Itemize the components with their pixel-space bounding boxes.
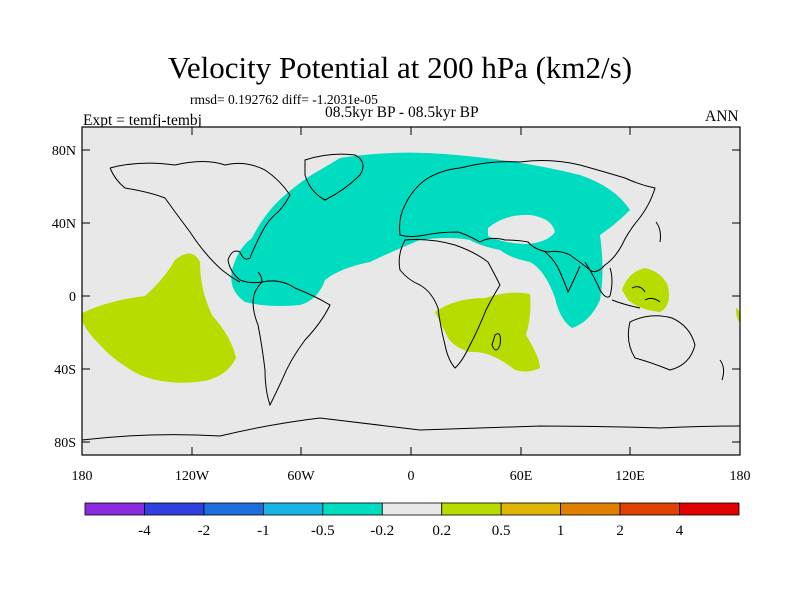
colorbar-label: -0.5 xyxy=(311,523,335,539)
lon-label-60e: 60E xyxy=(510,469,533,484)
lat-label-40s: 40S xyxy=(54,363,76,378)
coast-southeast-asia xyxy=(584,261,613,298)
coast-greenland xyxy=(304,153,364,201)
colorbar-label: 0.2 xyxy=(432,523,451,539)
coastlines xyxy=(81,153,741,441)
period-label: 08.5kyr BP - 08.5kyr BP xyxy=(325,104,479,121)
coast-australia xyxy=(627,315,696,371)
coast-india xyxy=(544,251,581,294)
colorbar-label: -0.2 xyxy=(370,523,394,539)
colorbar-labels: -4 -2 -1 -0.5 -0.2 0.2 0.5 1 2 4 xyxy=(138,523,684,539)
experiment-label: Expt = temfj-tembj xyxy=(83,112,202,129)
rmsd-diff-stats: rmsd= 0.192762 diff= -1.2031e-05 xyxy=(190,92,378,107)
anomaly-gap xyxy=(488,214,555,244)
colorbar-label: 4 xyxy=(676,523,684,539)
colorbar-swatch xyxy=(679,502,740,516)
positive-anomaly-maritime-continent xyxy=(622,268,669,312)
colorbar-swatch xyxy=(619,502,680,516)
coast-indonesia xyxy=(611,286,661,309)
colorbar-label: -2 xyxy=(198,523,211,539)
lon-label-60w: 60W xyxy=(287,469,315,484)
positive-anomaly-east-edge xyxy=(736,308,741,322)
colorbar-swatch xyxy=(84,502,145,516)
coast-madagascar xyxy=(491,333,501,351)
colorbar xyxy=(84,502,740,516)
lon-label-0: 0 xyxy=(408,469,415,484)
coast-north-america xyxy=(109,161,291,284)
colorbar-label: -1 xyxy=(257,523,270,539)
colorbar-label: 2 xyxy=(616,523,624,539)
colorbar-label: -4 xyxy=(138,523,151,539)
colorbar-label: 0.5 xyxy=(492,523,511,539)
coast-antarctica xyxy=(81,417,741,441)
lat-label-80n: 80N xyxy=(52,144,76,159)
colorbar-swatch xyxy=(381,502,443,516)
coast-eurasia xyxy=(399,160,656,273)
lat-label-80s: 80S xyxy=(54,436,76,451)
lon-label-180e: 180 xyxy=(730,469,751,484)
colorbar-swatch xyxy=(322,502,383,516)
positive-anomaly-africa xyxy=(435,292,540,372)
season-label: ANN xyxy=(705,108,739,125)
lat-label-40n: 40N xyxy=(52,217,76,232)
lon-label-120e: 120E xyxy=(615,469,645,484)
colorbar-swatch xyxy=(262,502,324,516)
colorbar-label: 1 xyxy=(557,523,565,539)
colorbar-swatch xyxy=(203,502,264,516)
colorbar-swatch xyxy=(144,502,205,516)
plot-title: Velocity Potential at 200 hPa (km2/s) xyxy=(167,50,633,85)
lon-label-120w: 120W xyxy=(175,469,210,484)
coast-south-america xyxy=(252,280,331,407)
coast-new-zealand xyxy=(719,359,725,381)
coast-japan xyxy=(655,221,661,243)
colorbar-swatch xyxy=(441,502,502,516)
lon-label-180w: 180 xyxy=(72,469,93,484)
lat-label-0: 0 xyxy=(69,290,76,305)
colorbar-swatch xyxy=(500,502,562,516)
positive-anomaly-south-pacific xyxy=(82,253,236,383)
coast-africa xyxy=(398,239,501,369)
lat-ticks xyxy=(82,149,740,443)
colorbar-swatch xyxy=(560,502,621,516)
lon-ticks xyxy=(81,127,631,455)
